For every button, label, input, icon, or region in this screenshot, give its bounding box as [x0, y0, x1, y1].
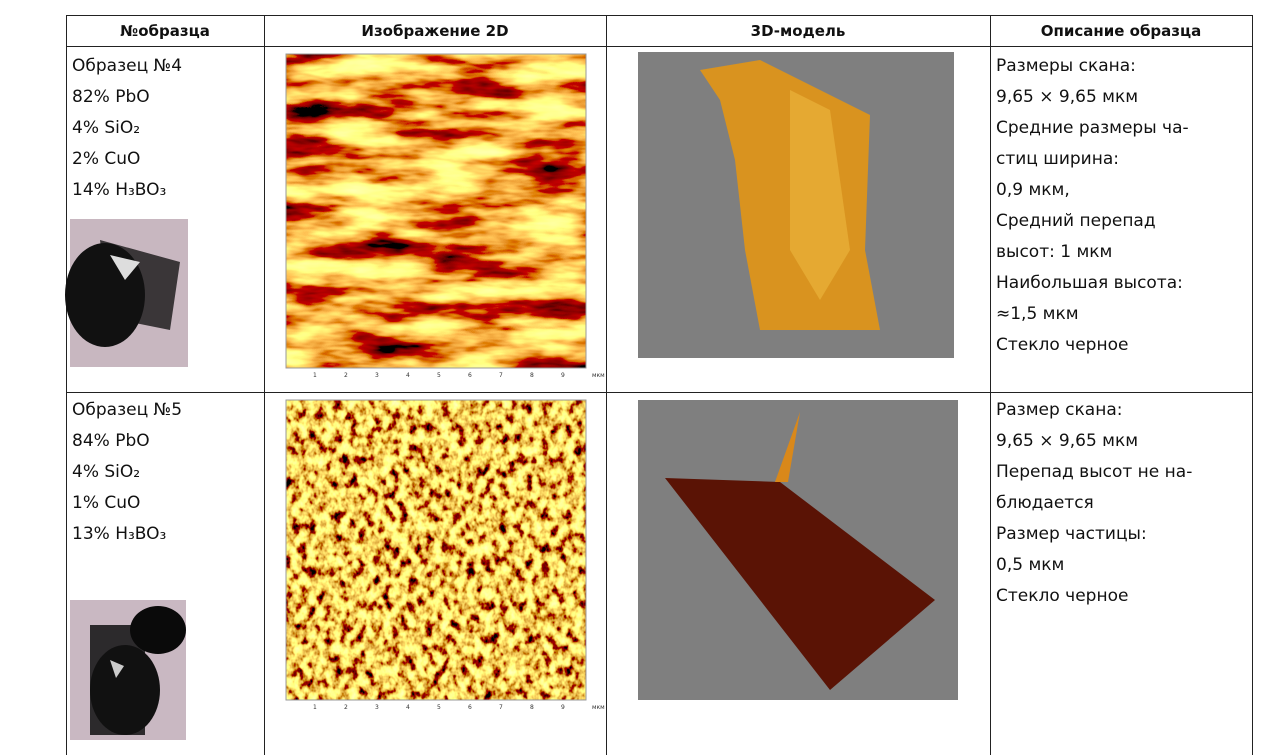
description-line: блюдается — [996, 493, 1094, 513]
scan-axis-label: 5 — [437, 704, 441, 711]
sample-line: 82% PbO — [72, 87, 150, 107]
description-line: 9,65 × 9,65 мкм — [996, 87, 1138, 107]
sample-line: 84% PbO — [72, 431, 150, 451]
description-line: Стекло черное — [996, 335, 1128, 355]
scan-axis-label: 3 — [375, 704, 379, 711]
description-line: стиц ширина: — [996, 149, 1119, 169]
scan-axis-label: 8 — [530, 372, 534, 379]
description-line: 0,5 мкм — [996, 555, 1064, 575]
images — [0, 0, 1274, 740]
sample-line: 14% H₃BO₃ — [72, 180, 166, 200]
sample-line: 4% SiO₂ — [72, 118, 140, 138]
description-line: Размеры скана: — [996, 56, 1136, 76]
description-line: Средний перепад — [996, 211, 1156, 231]
scan-axis-label: 6 — [468, 704, 472, 711]
description-line: 0,9 мкм, — [996, 180, 1070, 200]
scan-axis-label: 9 — [561, 704, 565, 711]
scan-axis-label: 4 — [406, 372, 410, 379]
scan-axis-label: 1 — [313, 372, 317, 379]
scan-axis-label: 7 — [499, 372, 503, 379]
sample-line: 13% H₃BO₃ — [72, 524, 166, 544]
model-3d — [638, 52, 958, 700]
scan-axis-label: мкм — [592, 704, 605, 711]
scan-axis-label: 9 — [561, 372, 565, 379]
scan-axis-label: 5 — [437, 372, 441, 379]
sample-line: Образец №4 — [72, 56, 182, 76]
scan-axis-label: 2 — [344, 704, 348, 711]
sample-line: 4% SiO₂ — [72, 462, 140, 482]
scan-axis-label: 1 — [313, 704, 317, 711]
sample-line: Образец №5 — [72, 400, 182, 420]
scan-axis-label: 2 — [344, 372, 348, 379]
scan-axis-label: 7 — [499, 704, 503, 711]
scan-axis-label: мкм — [592, 372, 605, 379]
sample-line: 1% CuO — [72, 493, 140, 513]
description-line: Наибольшая высота: — [996, 273, 1183, 293]
scan-axis-label: 8 — [530, 704, 534, 711]
scan-axis-label: 3 — [375, 372, 379, 379]
description-line: Стекло черное — [996, 586, 1128, 606]
description-line: ≈1,5 мкм — [996, 304, 1079, 324]
scan-axis-label: 6 — [468, 372, 472, 379]
description-line: 9,65 × 9,65 мкм — [996, 431, 1138, 451]
description-line: высот: 1 мкм — [996, 242, 1112, 262]
description-line: Размер скана: — [996, 400, 1122, 420]
scan-axis-label: 4 — [406, 704, 410, 711]
description-line: Размер частицы: — [996, 524, 1147, 544]
sample-line: 2% CuO — [72, 149, 140, 169]
page: №образца Изображение 2D 3D-модель Описан… — [0, 0, 1274, 740]
description-line: Средние размеры ча- — [996, 118, 1189, 138]
scan-2d — [286, 54, 586, 700]
description-line: Перепад высот не на- — [996, 462, 1192, 482]
